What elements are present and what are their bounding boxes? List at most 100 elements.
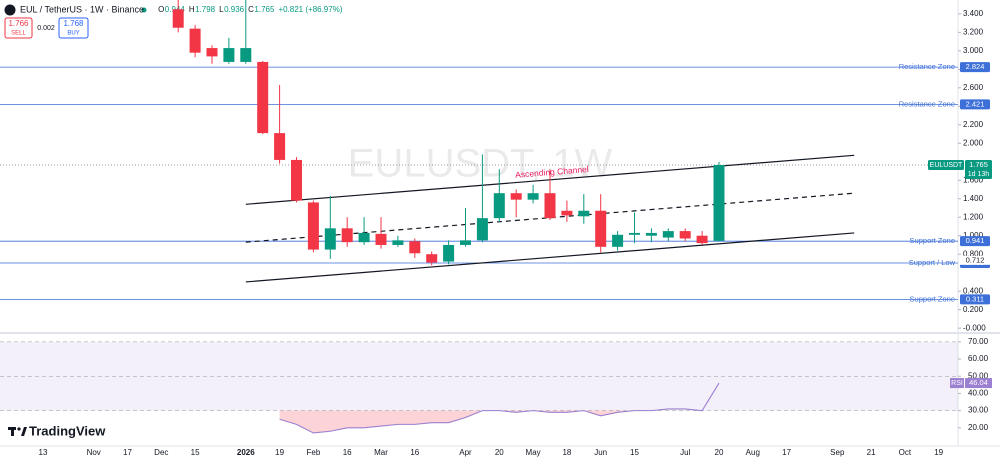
- level-name: Support / Low: [909, 258, 956, 267]
- x-tick-label: Nov: [87, 448, 101, 457]
- level-value-box: [960, 99, 990, 110]
- chart-title: EUL / TetherUS · 1W · Binance: [20, 4, 144, 14]
- ohlc-value: 1.765: [254, 5, 275, 14]
- candle-body: [206, 48, 218, 57]
- ohlc-key: C: [248, 5, 254, 14]
- y-tick-label: 2.200: [963, 120, 984, 129]
- candle-body: [240, 48, 252, 62]
- symbol-name: EULUSDT: [930, 162, 963, 169]
- x-tick-label: May: [526, 448, 541, 457]
- candle-body: [662, 231, 674, 238]
- ohlc-value: 0.936: [224, 5, 245, 14]
- level-value: 2.824: [966, 62, 985, 71]
- recent-low-box: [960, 255, 990, 265]
- rsi-tick-label: 30.00: [968, 406, 989, 415]
- rsi-tick-label: 20.00: [968, 423, 989, 432]
- price-change: +0.821 (+86.97%): [278, 5, 342, 14]
- ohlc-value: 1.798: [195, 5, 216, 14]
- candle-body: [578, 210, 590, 217]
- y-tick-label: 0.800: [963, 249, 984, 258]
- y-tick-label: 2.600: [963, 83, 984, 92]
- x-tick-label: Mar: [374, 448, 388, 457]
- level-name: Support Zone: [910, 236, 955, 245]
- watermark: EULUSDT, 1W: [348, 142, 613, 186]
- candle-body: [561, 210, 573, 216]
- candle-body: [409, 241, 421, 254]
- level-name: Support Zone: [910, 294, 955, 303]
- ohlc-key: O: [158, 5, 164, 14]
- candle-body: [358, 232, 370, 243]
- candle-body: [341, 228, 353, 243]
- recent-low-value: 0.712: [966, 255, 985, 264]
- x-tick-label: 19: [275, 448, 284, 457]
- level-value: 2.421: [966, 99, 985, 108]
- level-name: Resistance Zone: [899, 62, 955, 71]
- x-tick-label: Feb: [307, 448, 321, 457]
- x-tick-label: 2026: [237, 448, 255, 457]
- y-tick-label: -0.000: [963, 323, 986, 332]
- ohlc-key: L: [219, 5, 224, 14]
- candle-body: [460, 240, 471, 245]
- x-tick-label: 16: [410, 448, 419, 457]
- x-tick-label: Jun: [594, 448, 607, 457]
- symbol-logo: [4, 4, 16, 16]
- buy-label: BUY: [67, 31, 79, 37]
- candle-body: [375, 233, 387, 245]
- candle-body: [713, 165, 725, 241]
- rsi-tick-label: 50.00: [968, 371, 989, 380]
- x-tick-label: 20: [715, 448, 724, 457]
- rsi-tick-label: 70.00: [968, 337, 989, 346]
- x-tick-label: Oct: [899, 448, 912, 457]
- spread: 0.002: [37, 25, 55, 32]
- y-tick-label: 1.000: [963, 231, 984, 240]
- candle-body: [223, 48, 235, 62]
- candle-body: [172, 9, 184, 28]
- market-status: [141, 7, 147, 13]
- sell-label: SELL: [11, 31, 26, 37]
- candle-body: [392, 240, 404, 245]
- candle-body: [257, 61, 269, 134]
- level-value-box: [960, 236, 990, 247]
- candle-body: [510, 193, 522, 200]
- candle-body: [189, 28, 201, 53]
- y-tick-label: 0.200: [963, 305, 984, 314]
- candle-body: [324, 228, 336, 250]
- candle-body: [645, 232, 657, 236]
- x-tick-label: 16: [343, 448, 352, 457]
- x-tick-label: 20: [495, 448, 504, 457]
- last-price-box: [965, 160, 992, 179]
- y-tick-label: 2.000: [963, 138, 984, 147]
- candle-body: [426, 254, 438, 263]
- rsi-tick-label: 60.00: [968, 354, 989, 363]
- x-tick-label: 21: [867, 448, 876, 457]
- level-value: 0.941: [966, 236, 985, 245]
- rsi-name: RSI: [951, 380, 963, 387]
- rsi-oversold-fill: [279, 410, 719, 433]
- level-value-box: [960, 294, 990, 305]
- x-tick-label: 19: [934, 448, 943, 457]
- rsi-tick-label: 40.00: [968, 389, 989, 398]
- y-tick-label: 1.400: [963, 194, 984, 203]
- buy-button[interactable]: [58, 17, 89, 39]
- candle-body: [493, 193, 505, 219]
- candle-body: [527, 193, 539, 200]
- sell-button[interactable]: [4, 17, 33, 39]
- brand-name: TradingView: [29, 423, 106, 438]
- rsi-value: 46.04: [969, 378, 988, 387]
- y-tick-label: 1.200: [963, 212, 984, 221]
- candle-body: [679, 231, 691, 239]
- x-tick-label: Apr: [459, 448, 472, 457]
- x-tick-label: 18: [562, 448, 571, 457]
- candle-body: [595, 210, 607, 247]
- y-tick-label: 3.200: [963, 27, 984, 36]
- x-tick-label: 13: [39, 448, 48, 457]
- channel-lower: [245, 232, 855, 283]
- candle-body: [612, 234, 624, 247]
- candle-body: [274, 133, 286, 160]
- symbol-tag: [928, 160, 964, 170]
- y-tick-label: 0.400: [963, 286, 984, 295]
- bar-countdown: 1d 13h: [968, 171, 990, 178]
- last-price: 1.765: [969, 160, 988, 169]
